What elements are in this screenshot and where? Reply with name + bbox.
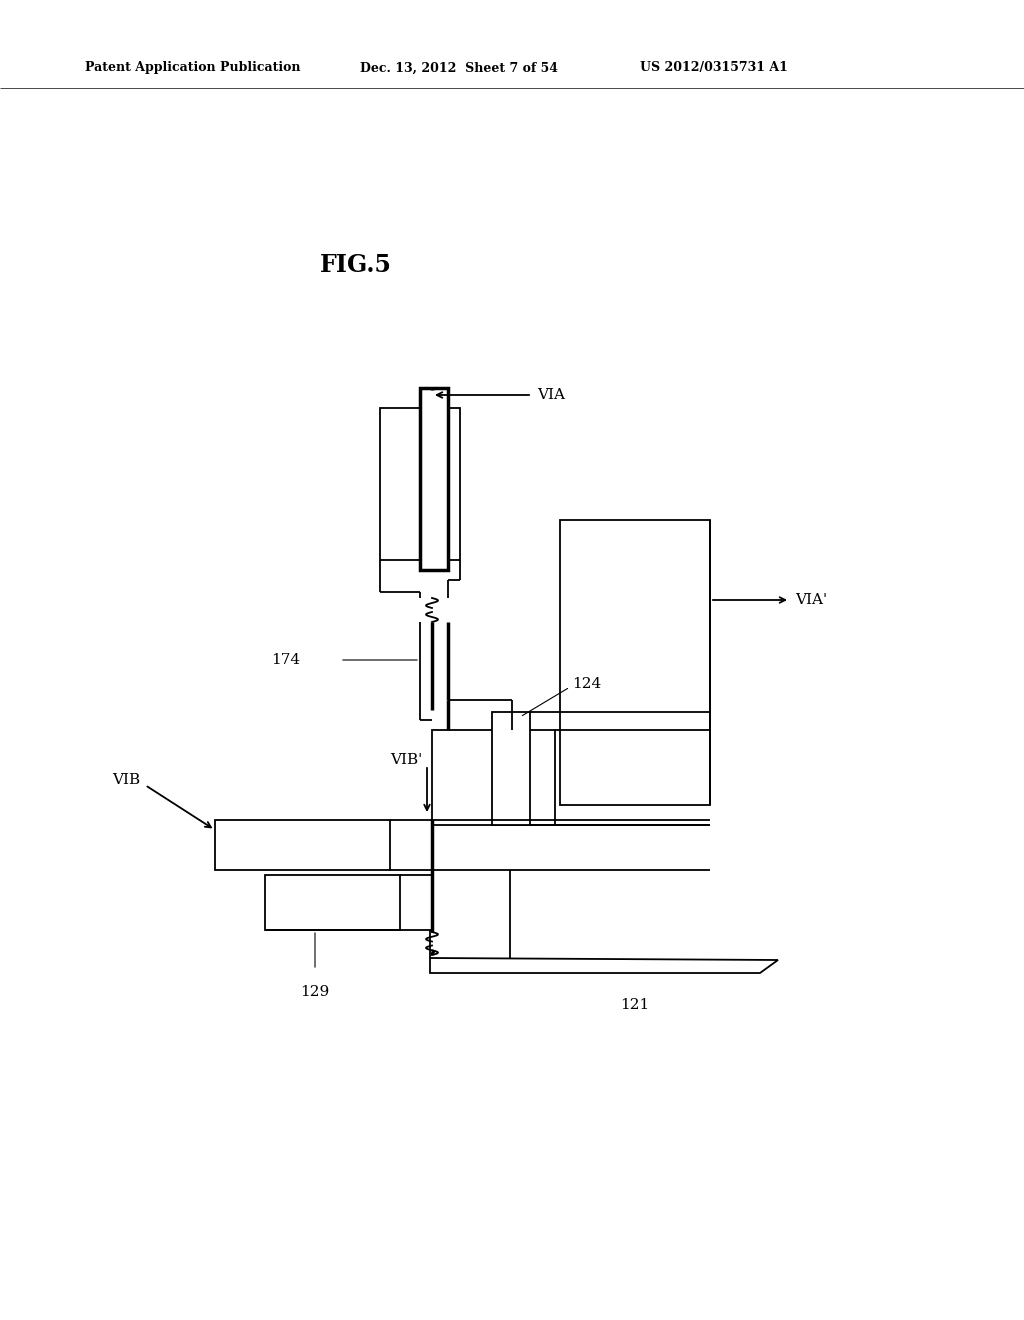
Text: 121: 121 [620,998,649,1012]
Bar [265,875,400,931]
Bar [420,388,449,570]
Bar [492,711,530,825]
Text: US 2012/0315731 A1: US 2012/0315731 A1 [640,62,787,74]
Text: 124: 124 [572,677,601,690]
Bar [432,730,555,825]
Text: 174: 174 [271,653,300,667]
Text: FIG.5: FIG.5 [319,253,392,277]
Text: 129: 129 [300,985,330,999]
Text: VIA: VIA [537,388,565,403]
Text: VIB': VIB' [390,752,422,767]
Bar [215,820,390,870]
Bar [560,520,710,805]
Text: VIA': VIA' [795,593,827,607]
Text: Patent Application Publication: Patent Application Publication [85,62,300,74]
Bar [380,408,460,560]
Text: VIB: VIB [112,774,140,787]
Polygon shape [430,958,778,973]
Text: Dec. 13, 2012  Sheet 7 of 54: Dec. 13, 2012 Sheet 7 of 54 [360,62,558,74]
